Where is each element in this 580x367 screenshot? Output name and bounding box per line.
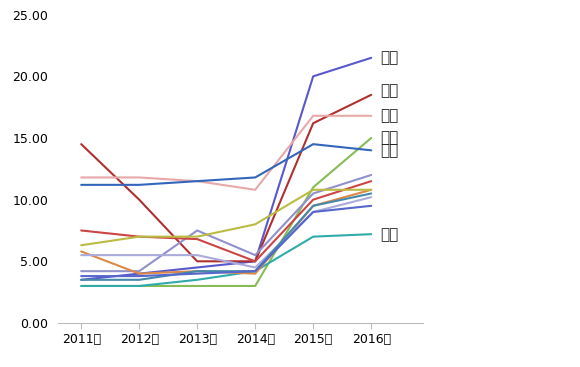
Text: 乐山: 乐山	[380, 227, 398, 242]
Text: 资阳: 资阳	[380, 131, 398, 145]
Text: 成都: 成都	[380, 143, 398, 158]
Text: 达州: 达州	[380, 84, 398, 99]
Text: 重庆: 重庆	[380, 108, 398, 123]
Text: 广安: 广安	[380, 50, 398, 65]
